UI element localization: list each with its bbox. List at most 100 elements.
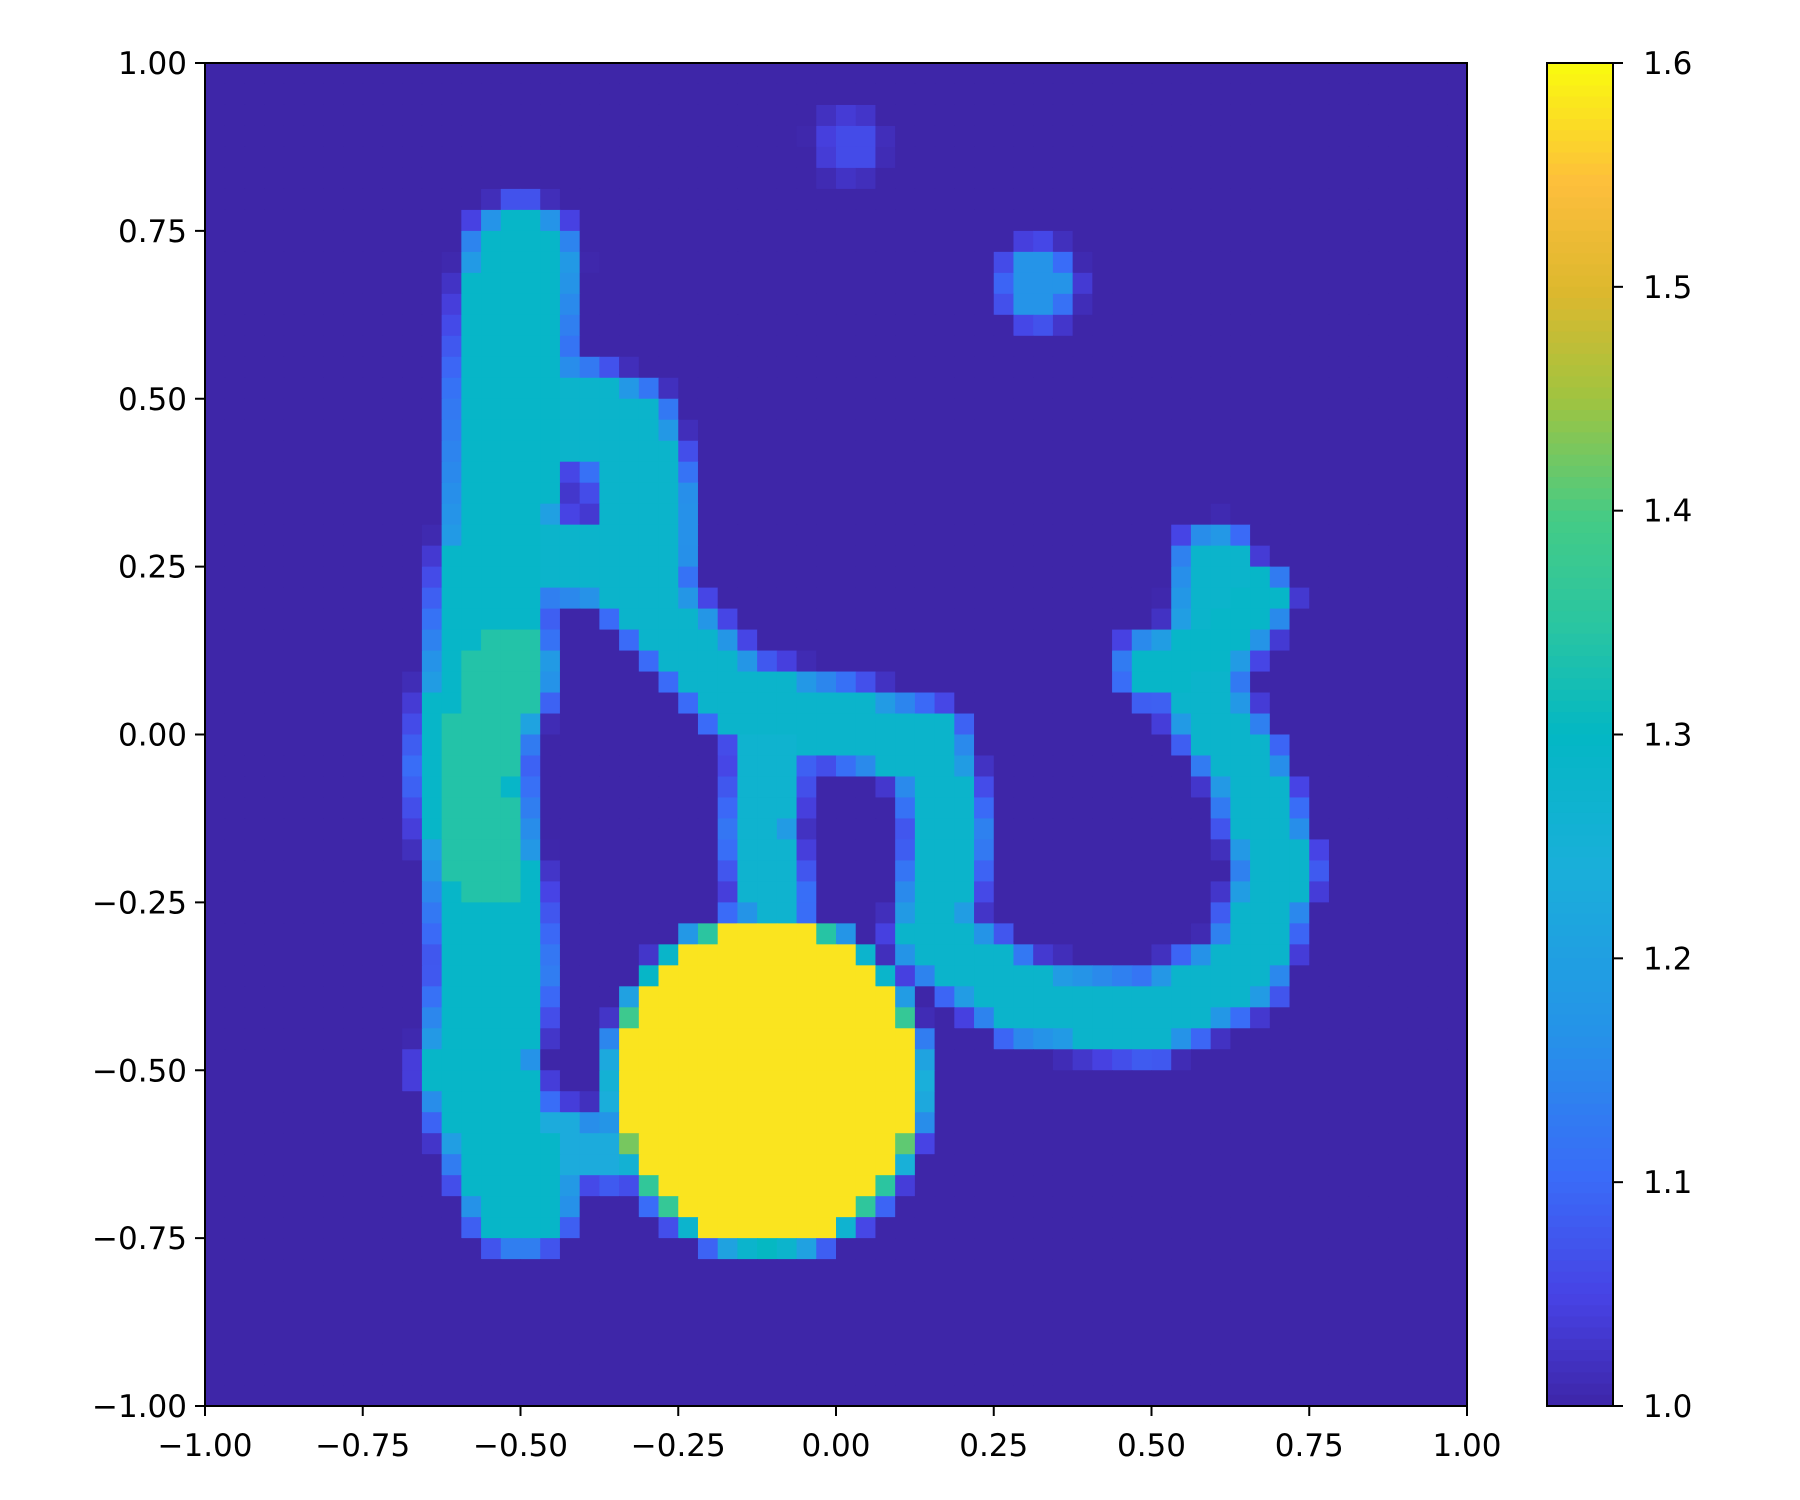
heatmap-cell — [421, 398, 443, 421]
heatmap-cell — [717, 671, 739, 694]
heatmap-cell — [1289, 650, 1310, 673]
heatmap-cell — [461, 188, 482, 211]
heatmap-cell — [1250, 650, 1271, 673]
heatmap-cell — [1368, 440, 1389, 463]
heatmap-cell — [205, 566, 226, 589]
colorbar-segment — [1547, 174, 1613, 187]
heatmap-cell — [776, 818, 798, 841]
heatmap-cell — [717, 461, 739, 484]
heatmap-cell — [1388, 209, 1409, 232]
heatmap-cell — [421, 1091, 443, 1113]
heatmap-cell — [737, 461, 758, 484]
heatmap-cell — [1052, 1070, 1074, 1092]
heatmap-cell — [1013, 482, 1034, 505]
heatmap-cell — [875, 587, 896, 610]
heatmap-cell — [362, 1028, 384, 1050]
heatmap-cell — [303, 503, 324, 526]
heatmap-cell — [678, 923, 699, 945]
heatmap-cell — [993, 734, 1015, 757]
heatmap-cell — [796, 923, 817, 945]
heatmap-cell — [1250, 1196, 1271, 1218]
heatmap-cell — [914, 944, 936, 966]
heatmap-cell — [1427, 713, 1448, 736]
heatmap-cell — [264, 902, 285, 924]
heatmap-cell — [757, 1217, 778, 1239]
heatmap-cell — [1348, 1364, 1370, 1386]
heatmap-cell — [1309, 1154, 1330, 1176]
heatmap-cell — [855, 692, 877, 715]
heatmap-cell — [579, 629, 600, 652]
heatmap-cell — [1013, 818, 1034, 841]
heatmap-cell — [520, 713, 541, 736]
heatmap-cell — [1190, 251, 1212, 274]
heatmap-cell — [993, 944, 1015, 966]
heatmap-cell — [599, 1259, 620, 1281]
heatmap-cell — [362, 293, 384, 316]
heatmap-cell — [441, 104, 462, 127]
heatmap-cell — [559, 524, 581, 547]
heatmap-cell — [205, 398, 226, 421]
heatmap-cell — [1388, 986, 1409, 1008]
colorbar-segment — [1547, 118, 1613, 131]
heatmap-cell — [599, 608, 620, 631]
heatmap-cell — [757, 692, 778, 715]
heatmap-cell — [559, 755, 581, 778]
heatmap-cell — [796, 1364, 817, 1386]
heatmap-cell — [1171, 524, 1192, 547]
heatmap-cell — [1190, 419, 1212, 442]
heatmap-cell — [1328, 1238, 1350, 1260]
heatmap-cell — [599, 1133, 620, 1155]
heatmap-cell — [737, 503, 758, 526]
heatmap-cell — [283, 797, 305, 820]
colorbar-segment — [1547, 253, 1613, 266]
heatmap-cell — [836, 1007, 857, 1029]
heatmap-cell — [1151, 146, 1172, 169]
heatmap-cell — [697, 839, 719, 861]
heatmap-cell — [1072, 1217, 1093, 1239]
heatmap-cell — [914, 587, 936, 610]
heatmap-cell — [1033, 776, 1054, 799]
heatmap-cell — [441, 629, 462, 652]
heatmap-cell — [757, 398, 778, 421]
heatmap-cell — [1348, 818, 1370, 841]
heatmap-cell — [875, 104, 896, 127]
heatmap-cell — [974, 713, 995, 736]
heatmap-cell — [757, 209, 778, 232]
heatmap-cell — [1190, 923, 1212, 945]
heatmap-cell — [559, 251, 581, 274]
heatmap-cell — [678, 1154, 699, 1176]
heatmap-cell — [1190, 545, 1212, 568]
heatmap-cell — [1112, 524, 1133, 547]
heatmap-cell — [1131, 965, 1153, 987]
heatmap-cell — [1250, 734, 1271, 757]
heatmap-cell — [1328, 629, 1350, 652]
heatmap-cell — [1427, 524, 1448, 547]
heatmap-cell — [1289, 356, 1310, 379]
heatmap-cell — [1112, 1049, 1133, 1071]
heatmap-cell — [481, 1112, 502, 1134]
heatmap-cell — [1151, 125, 1172, 148]
heatmap-cell — [579, 1028, 600, 1050]
heatmap-cell — [1348, 1070, 1370, 1092]
heatmap-cell — [934, 209, 955, 232]
heatmap-cell — [1230, 356, 1251, 379]
heatmap-cell — [717, 986, 739, 1008]
heatmap-cell — [658, 860, 679, 882]
heatmap-cell — [481, 1385, 502, 1407]
heatmap-cell — [954, 1322, 975, 1344]
heatmap-cell — [520, 125, 541, 148]
heatmap-cell — [421, 650, 443, 673]
heatmap-cell — [1151, 608, 1172, 631]
heatmap-cell — [500, 314, 522, 337]
heatmap-cell — [481, 188, 502, 211]
heatmap-cell — [895, 1259, 916, 1281]
heatmap-cell — [1013, 146, 1034, 169]
heatmap-cell — [697, 1364, 719, 1386]
x-axis: −1.00 −0.75 −0.50 −0.25 0.00 0.25 0.50 0.75 1.00 — [158, 1406, 1502, 1464]
heatmap-cell — [1151, 1049, 1172, 1071]
heatmap-cell — [205, 251, 226, 274]
heatmap-cell — [1289, 230, 1310, 253]
heatmap-cell — [954, 461, 975, 484]
heatmap-cell — [481, 1091, 502, 1113]
heatmap-cell — [1388, 251, 1409, 274]
